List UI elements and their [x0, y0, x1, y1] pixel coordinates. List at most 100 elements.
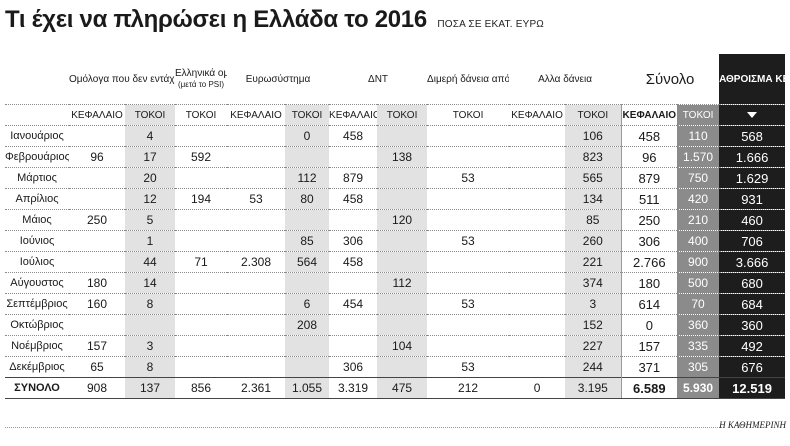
- sub-blank: [5, 104, 69, 126]
- sum-principal-cell: 371: [620, 356, 678, 378]
- sum-principal-cell: 2.766: [620, 251, 678, 273]
- bilateral-interest-cell: [427, 314, 510, 336]
- other-loans-header: Αλλα δάνεια: [509, 54, 622, 105]
- psi-principal-cell: [69, 230, 125, 252]
- page-subtitle: ΠΟΣΑ ΣΕ ΕΚΑΤ. ΕΥΡΩ: [437, 19, 544, 30]
- sum-principal-cell: 0: [620, 314, 678, 336]
- other-interest-cell: 374: [565, 272, 622, 294]
- other-interest-cell: 244: [565, 356, 622, 378]
- table-row: Οκτώβριος 208 152 0 360 360: [5, 314, 786, 336]
- imf-principal-cell: 879: [329, 167, 378, 189]
- bilateral-interest-cell: [427, 125, 510, 147]
- other-interest-cell: 85: [565, 209, 622, 231]
- other-interest-cell: 221: [565, 251, 622, 273]
- table-row: Απρίλιος 12 194 53 80 458 134 511 420 931: [5, 188, 786, 210]
- table-row: Μάιος 250 5 120 85 250 210 460: [5, 209, 786, 231]
- psi-principal-cell: [69, 167, 125, 189]
- other-interest-cell: 3.195: [565, 377, 622, 399]
- imf-header: ΔΝΤ: [329, 54, 428, 105]
- sub-header-row: ΚΕΦΑΛΑΙΟ ΤΟΚΟΙ ΤΟΚΟΙ ΚΕΦΑΛΑΙΟ ΤΟΚΟΙ ΚΕΦΑ…: [5, 104, 786, 126]
- grand-total-cell: 3.666: [719, 251, 786, 273]
- imf-principal-cell: 458: [329, 251, 378, 273]
- sum-principal-cell: 458: [620, 125, 678, 147]
- imf-interest-cell: [377, 251, 428, 273]
- sum-interest-cell: 305: [677, 356, 720, 378]
- other-principal-cell: [509, 146, 566, 168]
- eurosystem-interest-cell: [285, 272, 330, 294]
- page-title: Τι έχει να πληρώσει η Ελλάδα το 2016: [5, 6, 427, 33]
- psi-principal-cell: [69, 314, 125, 336]
- eurosystem-principal-cell: 2.361: [227, 377, 286, 399]
- imf-principal-cell: 3.319: [329, 377, 378, 399]
- month-cell: Ιούλιος: [5, 251, 69, 273]
- psi-interest-cell: 44: [125, 251, 176, 273]
- month-cell: Δεκέμβριος: [5, 356, 69, 378]
- month-cell: Ιανουάριος: [5, 125, 69, 147]
- sum-principal-cell: 157: [620, 335, 678, 357]
- grand-total-cell: 12.519: [719, 377, 786, 399]
- table-body: Ιανουάριος 4 0 458 106 458 110 568 Φεβρουάριος 96…: [5, 125, 786, 399]
- total-header: ΑΘΡΟΙΣΜΑ ΚΕΦΑΛΑΙΟΥ ΚΑΙ ΤΟΚΩΝ: [719, 54, 786, 105]
- table-row: Ιούλιος 44 71 2.308 564 458 221 2.766 900 3.666: [5, 251, 786, 273]
- eurosystem-principal-cell: [227, 314, 286, 336]
- grand-total-cell: 1.629: [719, 167, 786, 189]
- sub-principal: ΚΕΦΑΛΑΙΟ: [227, 104, 286, 126]
- psi-interest-cell: 4: [125, 125, 176, 147]
- psi-principal-cell: 157: [69, 335, 125, 357]
- other-principal-cell: [509, 356, 566, 378]
- title-area: Τι έχει να πληρώσει η Ελλάδα το 2016 ΠΟΣ…: [5, 6, 544, 46]
- month-cell: Φεβρουάριος: [5, 146, 69, 168]
- imf-interest-cell: 112: [377, 272, 428, 294]
- other-principal-cell: [509, 230, 566, 252]
- imf-principal-cell: [329, 146, 378, 168]
- sub-interest: ΤΟΚΟΙ: [677, 104, 720, 126]
- greek-bonds-interest-cell: [175, 125, 228, 147]
- psi-interest-cell: 137: [125, 377, 176, 399]
- month-cell: Νοέμβριος: [5, 335, 69, 357]
- psi-principal-cell: 250: [69, 209, 125, 231]
- grand-total-cell: 680: [719, 272, 786, 294]
- psi-principal-cell: 180: [69, 272, 125, 294]
- imf-interest-cell: [377, 356, 428, 378]
- psi-interest-cell: 5: [125, 209, 176, 231]
- other-principal-cell: [509, 335, 566, 357]
- bilateral-interest-cell: 53: [427, 293, 510, 315]
- imf-interest-cell: [377, 167, 428, 189]
- eurosystem-header: Ευρωσύστημα: [227, 54, 330, 105]
- other-principal-cell: [509, 125, 566, 147]
- greek-bonds-interest-cell: 592: [175, 146, 228, 168]
- bilateral-interest-cell: 53: [427, 230, 510, 252]
- sub-principal: ΚΕΦΑΛΑΙΟ: [509, 104, 566, 126]
- other-interest-cell: 134: [565, 188, 622, 210]
- grand-total-cell: 460: [719, 209, 786, 231]
- psi-interest-cell: 17: [125, 146, 176, 168]
- eurosystem-principal-cell: [227, 209, 286, 231]
- bilateral-interest-cell: [427, 251, 510, 273]
- sum-interest-cell: 360: [677, 314, 720, 336]
- other-principal-cell: [509, 167, 566, 189]
- sum-principal-cell: 250: [620, 209, 678, 231]
- bilateral-interest-cell: 53: [427, 167, 510, 189]
- other-principal-cell: [509, 188, 566, 210]
- other-interest-cell: 152: [565, 314, 622, 336]
- psi-principal-cell: 908: [69, 377, 125, 399]
- month-cell: Απρίλιος: [5, 188, 69, 210]
- other-interest-cell: 823: [565, 146, 622, 168]
- imf-principal-cell: [329, 335, 378, 357]
- sub-interest: ΤΟΚΟΙ: [285, 104, 330, 126]
- month-cell: Μάιος: [5, 209, 69, 231]
- sub-principal: ΚΕΦΑΛΑΙΟ: [620, 104, 678, 126]
- greek-bonds-interest-cell: [175, 314, 228, 336]
- greek-bonds-interest-cell: [175, 356, 228, 378]
- psi-principal-cell: 65: [69, 356, 125, 378]
- psi-principal-cell: [69, 251, 125, 273]
- grand-total-cell: 492: [719, 335, 786, 357]
- psi-principal-cell: [69, 188, 125, 210]
- eurosystem-interest-cell: 85: [285, 230, 330, 252]
- imf-interest-cell: 475: [377, 377, 428, 399]
- sum-interest-cell: 420: [677, 188, 720, 210]
- other-interest-cell: 565: [565, 167, 622, 189]
- eurosystem-interest-cell: 80: [285, 188, 330, 210]
- grand-total-cell: 706: [719, 230, 786, 252]
- sum-interest-cell: 210: [677, 209, 720, 231]
